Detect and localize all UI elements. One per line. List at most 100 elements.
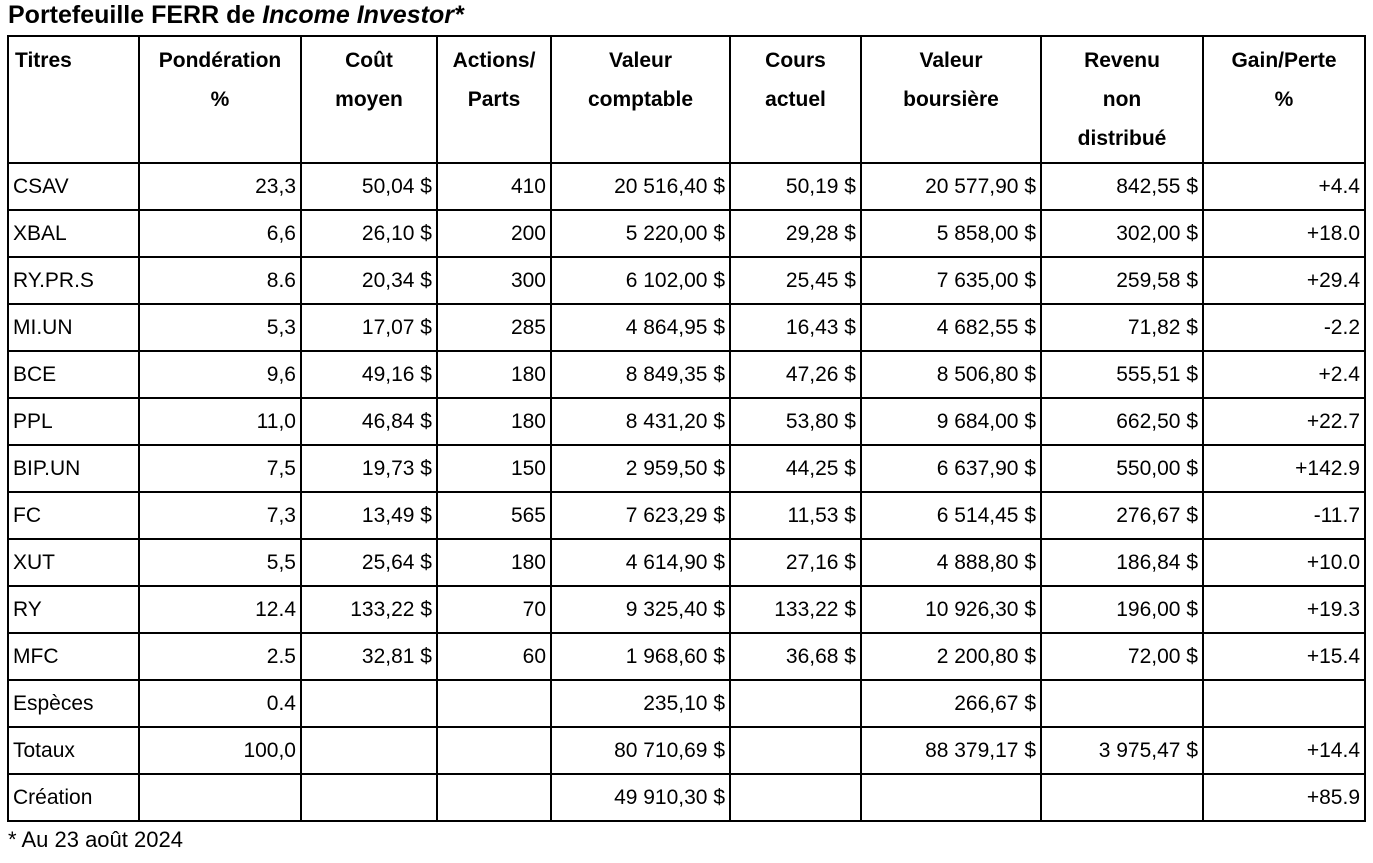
table-cell: +2.4 (1202, 350, 1366, 399)
table-cell: 50,04 $ (300, 162, 438, 211)
table-cell: 36,68 $ (729, 632, 862, 681)
page-title-asterisk: * (453, 1, 464, 29)
page-title: Portefeuille FERR de Income Investor* (8, 1, 1373, 30)
table-cell: +10.0 (1202, 538, 1366, 587)
column-header: Titres (7, 35, 140, 164)
table-cell: 186,84 $ (1040, 538, 1204, 587)
page-title-emphasis: Income Investor (262, 1, 454, 29)
table-cell: 32,81 $ (300, 632, 438, 681)
table-row: MFC 2.5 32,81 $60 1 968,60 $36,68 $2 200,80… (7, 632, 1366, 681)
table-cell: 410 (436, 162, 552, 211)
column-header: Revenu non distribué (1040, 35, 1204, 164)
table-cell: 6 514,45 $ (860, 491, 1042, 540)
table-cell: +85.9 (1202, 773, 1366, 822)
table-cell: 8 431,20 $ (550, 397, 731, 446)
table-cell: 19,73 $ (300, 444, 438, 493)
row-label: BIP.UN (7, 444, 140, 493)
row-label: Création (7, 773, 140, 822)
table-row: Espèces 0.4 235,10 $ 266,67 $ (7, 679, 1366, 728)
table-cell: 555,51 $ (1040, 350, 1204, 399)
table-cell: 4 864,95 $ (550, 303, 731, 352)
table-cell: 9 325,40 $ (550, 585, 731, 634)
table-cell: 8.6 (138, 256, 302, 305)
table-cell: 53,80 $ (729, 397, 862, 446)
table-cell: 7 623,29 $ (550, 491, 731, 540)
table-cell: +19.3 (1202, 585, 1366, 634)
table-cell: 20,34 $ (300, 256, 438, 305)
portfolio-table: Titres Pondération % Coût moyen Actions/ Pa… (7, 35, 1366, 822)
table-cell: 27,16 $ (729, 538, 862, 587)
table-cell: 276,67 $ (1040, 491, 1204, 540)
table-cell: +14.4 (1202, 726, 1366, 775)
row-label: Totaux (7, 726, 140, 775)
table-row: CSAV 23,3 50,04 $410 20 516,40 $50,19 $20 5… (7, 162, 1366, 211)
table-row: XBAL 6,6 26,10 $200 5 220,00 $29,28 $5 858,… (7, 209, 1366, 258)
table-body: CSAV 23,3 50,04 $410 20 516,40 $50,19 $20 5… (7, 162, 1366, 822)
table-cell: 0.4 (138, 679, 302, 728)
column-header: Valeur comptable (550, 35, 731, 164)
table-cell: 196,00 $ (1040, 585, 1204, 634)
table-cell: 1 968,60 $ (550, 632, 731, 681)
table-cell: 10 926,30 $ (860, 585, 1042, 634)
table-cell: 8 506,80 $ (860, 350, 1042, 399)
table-cell: +15.4 (1202, 632, 1366, 681)
table-cell: 11,53 $ (729, 491, 862, 540)
table-cell: 17,07 $ (300, 303, 438, 352)
table-cell (729, 773, 862, 822)
table-cell: 150 (436, 444, 552, 493)
table-row: RY.PR.S 8.6 20,34 $300 6 102,00 $25,45 $7 6… (7, 256, 1366, 305)
table-row: PPL 11,0 46,84 $180 8 431,20 $53,80 $9 684,… (7, 397, 1366, 446)
header-row: Titres Pondération % Coût moyen Actions/ Pa… (7, 35, 1366, 164)
table-cell: 6 637,90 $ (860, 444, 1042, 493)
table-cell: 300 (436, 256, 552, 305)
table-cell: 23,3 (138, 162, 302, 211)
table-cell: 13,49 $ (300, 491, 438, 540)
table-cell: 80 710,69 $ (550, 726, 731, 775)
column-header: Coût moyen (300, 35, 438, 164)
table-cell (1040, 773, 1204, 822)
table-cell: 26,10 $ (300, 209, 438, 258)
table-cell: 9 684,00 $ (860, 397, 1042, 446)
table-cell: 550,00 $ (1040, 444, 1204, 493)
table-cell: 9,6 (138, 350, 302, 399)
row-label: RY.PR.S (7, 256, 140, 305)
table-cell: 25,64 $ (300, 538, 438, 587)
table-cell: 662,50 $ (1040, 397, 1204, 446)
table-cell: +29.4 (1202, 256, 1366, 305)
table-cell: 266,67 $ (860, 679, 1042, 728)
table-row: FC 7,3 13,49 $565 7 623,29 $11,53 $6 514,45… (7, 491, 1366, 540)
table-cell (300, 726, 438, 775)
table-cell: 5,5 (138, 538, 302, 587)
table-cell: 842,55 $ (1040, 162, 1204, 211)
table-cell (729, 726, 862, 775)
table-cell (1040, 679, 1204, 728)
table-cell: 11,0 (138, 397, 302, 446)
table-cell (729, 679, 862, 728)
row-label: XUT (7, 538, 140, 587)
footnote: * Au 23 août 2024 (8, 827, 183, 852)
table-cell: 46,84 $ (300, 397, 438, 446)
table-cell: -11.7 (1202, 491, 1366, 540)
table-cell: 7 635,00 $ (860, 256, 1042, 305)
column-header: Gain/Perte % (1202, 35, 1366, 164)
table-header: Titres Pondération % Coût moyen Actions/ Pa… (7, 35, 1366, 164)
row-label: PPL (7, 397, 140, 446)
table-cell: 4 682,55 $ (860, 303, 1042, 352)
table-cell: 235,10 $ (550, 679, 731, 728)
table-cell: 49 910,30 $ (550, 773, 731, 822)
table-cell: 2 959,50 $ (550, 444, 731, 493)
table-row: BCE 9,6 49,16 $180 8 849,35 $47,26 $8 506,8… (7, 350, 1366, 399)
table-cell: 565 (436, 491, 552, 540)
table-cell: 70 (436, 585, 552, 634)
table-cell: 200 (436, 209, 552, 258)
table-cell: 285 (436, 303, 552, 352)
table-cell: 29,28 $ (729, 209, 862, 258)
table-cell (860, 773, 1042, 822)
table-cell: 2.5 (138, 632, 302, 681)
table-cell: 5,3 (138, 303, 302, 352)
column-header: Actions/ Parts (436, 35, 552, 164)
table-row: RY 12.4 133,22 $70 9 325,40 $133,22 $10 926… (7, 585, 1366, 634)
row-label: RY (7, 585, 140, 634)
table-cell: -2.2 (1202, 303, 1366, 352)
